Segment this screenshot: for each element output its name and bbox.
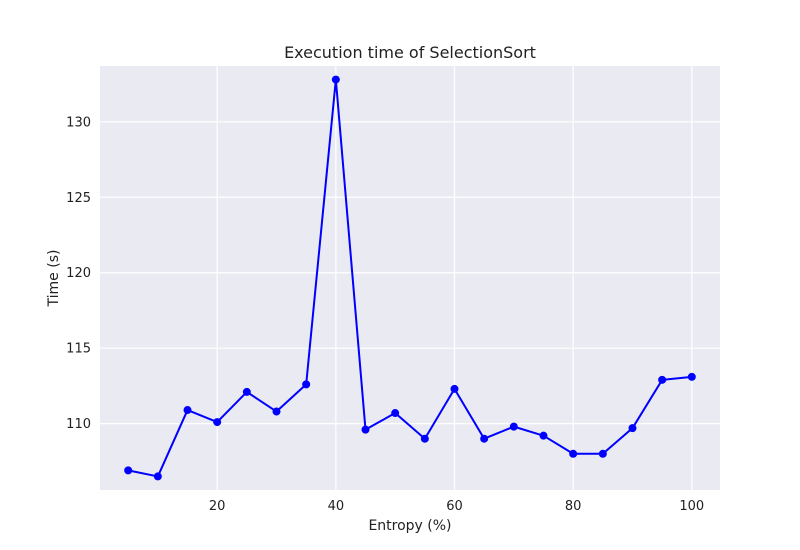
data-point — [391, 409, 400, 418]
data-point — [213, 418, 222, 427]
data-point — [242, 387, 251, 396]
data-point — [450, 384, 459, 393]
series-line — [127, 78, 692, 478]
x-tick-label: 100 — [679, 499, 704, 514]
data-point — [628, 424, 637, 433]
data-point — [539, 431, 548, 440]
y-axis-label: Time (s) — [46, 250, 62, 308]
x-tick-label: 20 — [209, 499, 226, 514]
y-tick-label: 115 — [66, 342, 91, 357]
data-point — [480, 434, 489, 443]
data-point — [183, 406, 192, 415]
tick-labels: 20 40 60 80 100 110 115 120 125 130 — [66, 115, 704, 514]
data-point — [302, 380, 311, 389]
x-axis-label: Entropy (%) — [368, 518, 451, 534]
x-tick-label: 60 — [446, 499, 463, 514]
data-point — [598, 449, 607, 458]
y-tick-label: 110 — [66, 417, 91, 432]
y-tick-label: 125 — [66, 191, 91, 206]
data-point — [509, 422, 518, 431]
series-layer — [124, 75, 696, 481]
data-point — [361, 425, 370, 434]
data-point — [569, 449, 578, 458]
y-tick-label: 130 — [66, 115, 91, 130]
data-point — [331, 75, 340, 84]
chart-title: Execution time of SelectionSort — [284, 43, 536, 62]
data-point — [272, 407, 281, 416]
y-tick-label: 120 — [66, 266, 91, 281]
data-point — [124, 466, 133, 475]
plot-background — [100, 66, 720, 490]
data-point — [153, 472, 162, 481]
x-tick-label: 80 — [565, 499, 582, 514]
data-point — [658, 375, 667, 384]
data-point — [420, 434, 429, 443]
grid — [100, 66, 720, 490]
data-point — [687, 372, 696, 381]
x-tick-label: 40 — [328, 499, 345, 514]
